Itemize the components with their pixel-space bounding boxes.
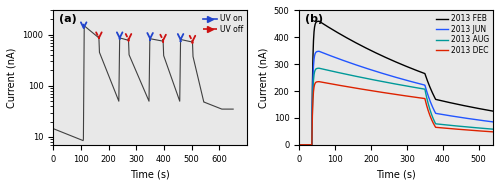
X-axis label: Time (s): Time (s) [376,169,416,179]
2013 DEC [420,97,426,100]
Y-axis label: Current (nA): Current (nA) [258,47,268,108]
2013 FEB [490,110,496,112]
2013 JUN [406,80,412,82]
Line: 2013 DEC: 2013 DEC [300,82,493,145]
2013 DEC [406,95,412,97]
2013 FEB [316,20,322,22]
2013 AUG [482,127,488,130]
2013 DEC [482,130,488,132]
2013 FEB [488,110,494,112]
2013 JUN [482,120,488,122]
2013 JUN [488,121,494,123]
Text: (a): (a) [59,15,77,25]
Line: 2013 FEB: 2013 FEB [300,21,493,145]
2013 AUG [340,73,346,75]
2013 DEC [316,81,322,83]
2013 JUN [490,121,496,123]
2013 DEC [340,85,346,87]
2013 JUN [340,59,346,62]
X-axis label: Time (s): Time (s) [130,169,170,179]
2013 JUN [316,50,322,52]
2013 JUN [420,84,426,86]
2013 AUG [406,85,412,88]
2013 AUG [490,128,496,130]
2013 JUN [388,75,394,77]
2013 AUG [316,67,322,69]
2013 AUG [296,144,302,146]
2013 FEB [406,66,412,69]
2013 JUN [296,144,302,146]
2013 DEC [296,144,302,146]
2013 FEB [388,59,394,61]
Y-axis label: Current (nA): Current (nA) [7,47,17,108]
2013 AUG [488,128,494,130]
Legend: 2013 FEB, 2013 JUN, 2013 AUG, 2013 DEC: 2013 FEB, 2013 JUN, 2013 AUG, 2013 DEC [436,14,489,55]
2013 AUG [388,82,394,84]
2013 DEC [388,93,394,95]
Line: 2013 AUG: 2013 AUG [300,68,493,145]
2013 FEB [420,72,426,74]
2013 FEB [482,109,488,111]
2013 FEB [340,35,346,37]
2013 DEC [488,131,494,133]
Text: (b): (b) [305,15,323,25]
2013 FEB [296,144,302,146]
Line: 2013 JUN: 2013 JUN [300,51,493,145]
2013 DEC [490,131,496,133]
Legend: UV on, UV off: UV on, UV off [203,14,243,34]
2013 AUG [420,88,426,90]
